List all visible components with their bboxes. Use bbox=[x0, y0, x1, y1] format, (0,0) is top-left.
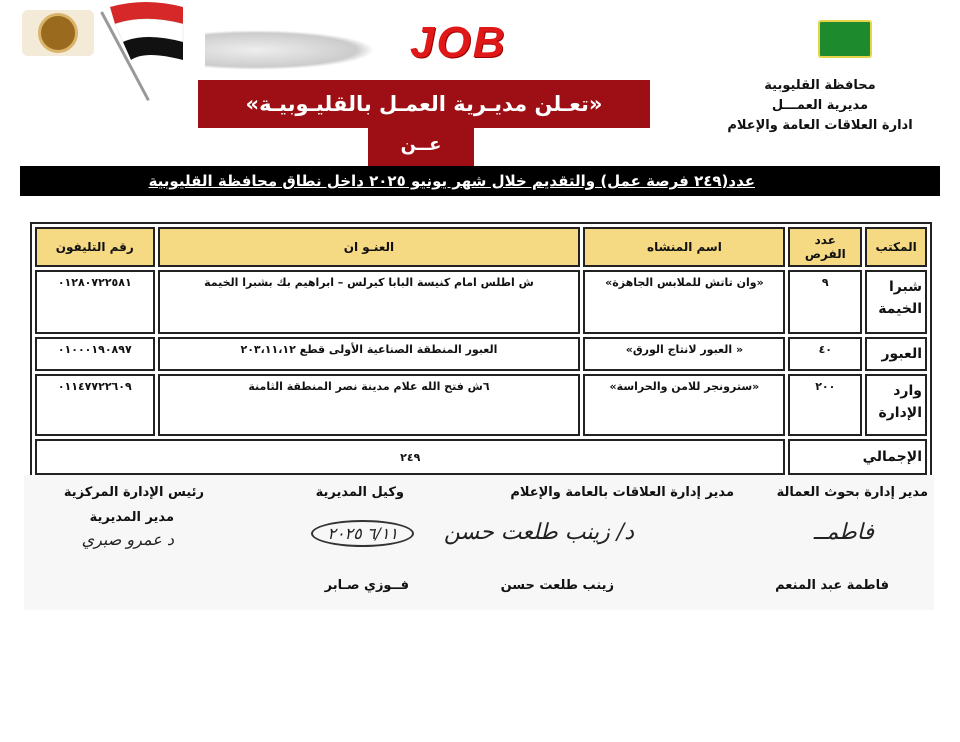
signer-title: رئيس الإدارة المركزية bbox=[63, 485, 204, 500]
org-line: محافظة القليوبية bbox=[764, 78, 876, 93]
count-cell: ٤٠ bbox=[788, 337, 863, 371]
total-label: الإجمالي bbox=[788, 439, 927, 475]
phone-cell: ٠١٢٨٠٧٢٢٥٨١ bbox=[35, 270, 155, 334]
signer-title: مدير إدارة العلاقات بالعامة والإعلام bbox=[510, 485, 734, 500]
org-line: مديرية العمـــل bbox=[771, 98, 869, 113]
address-cell: العبور المنطقة الصناعية الأولى قطع ٢٠٣،١… bbox=[157, 337, 581, 371]
header-phone: رقم التليفون bbox=[35, 227, 155, 267]
establishment-cell: «وان تاتش للملابس الجاهزة» bbox=[583, 270, 786, 334]
establishment-cell: « العبور لانتاج الورق» bbox=[583, 337, 786, 371]
count-cell: ٩ bbox=[788, 270, 863, 334]
signer-title: وكيل المديرية bbox=[315, 485, 404, 500]
header-office: المكتب bbox=[865, 227, 927, 267]
count-cell: ٢٠٠ bbox=[788, 374, 863, 436]
header-count: عدد الفرص bbox=[788, 227, 863, 267]
qalyubia-logo bbox=[818, 20, 872, 58]
office-cell: شبرا الخيمة bbox=[865, 270, 927, 334]
total-value: ٢٤٩ bbox=[35, 439, 786, 475]
jobs-table: المكتب عدد الفرص اسم المنشاه العنـو ان ر… bbox=[30, 222, 932, 480]
office-cell: وارد الإدارة bbox=[865, 374, 927, 436]
phone-cell: ٠١٠٠٠١٩٠٨٩٧ bbox=[35, 337, 155, 371]
phone-cell: ٠١١٤٧٧٢٢٦٠٩ bbox=[35, 374, 155, 436]
banner-subtitle: عــن bbox=[368, 128, 474, 166]
table-header-row: المكتب عدد الفرص اسم المنشاه العنـو ان ر… bbox=[35, 227, 927, 267]
signature-image: فاطمــ bbox=[813, 520, 874, 545]
signer-subtitle: مدير المديرية bbox=[89, 510, 174, 525]
signatures-section: مدير إدارة بحوث العمالة فاطمــ فاطمة عبد… bbox=[24, 475, 934, 610]
signer-title: مدير إدارة بحوث العمالة bbox=[776, 485, 928, 500]
table-row: شبرا الخيمة ٩ «وان تاتش للملابس الجاهزة»… bbox=[35, 270, 927, 334]
address-cell: ٦ش فتح الله علام مدينة نصر المنطقة الثام… bbox=[157, 374, 581, 436]
egypt-emblem-logo bbox=[22, 10, 94, 56]
org-line: ادارة العلاقات العامة والإعلام bbox=[727, 118, 913, 133]
office-cell: العبور bbox=[865, 337, 927, 371]
total-row: الإجمالي ٢٤٩ bbox=[35, 439, 927, 475]
organization-block: محافظة القليوبية مديرية العمـــل ادارة ا… bbox=[710, 76, 930, 136]
banner-title: «تعـلن مديـرية العمـل بالقليـوبيـة» bbox=[198, 80, 650, 128]
signer-name: فاطمة عبد المنعم bbox=[775, 578, 889, 593]
announcement-bar: عدد(٢٤٩ فرصة عمل) والتقديم خلال شهر يوني… bbox=[20, 166, 940, 196]
signer-name: فــوزي صـابر bbox=[324, 578, 409, 593]
header-address: العنـو ان bbox=[157, 227, 581, 267]
signer-name: زينب طلعت حسن bbox=[500, 578, 614, 593]
egypt-flag-icon bbox=[110, 2, 184, 60]
computer-mouse-image bbox=[205, 30, 375, 70]
establishment-cell: «سترونجر للامن والحراسة» bbox=[583, 374, 786, 436]
table-row: وارد الإدارة ٢٠٠ «سترونجر للامن والحراسة… bbox=[35, 374, 927, 436]
table-row: العبور ٤٠ « العبور لانتاج الورق» العبور … bbox=[35, 337, 927, 371]
address-cell: ش اطلس امام كنيسة البابا كيرلس – ابراهيم… bbox=[157, 270, 581, 334]
signature-image: د/ زينب طلعت حسن bbox=[443, 520, 634, 545]
job-logo: JOB bbox=[410, 18, 507, 67]
signature-image: ٦/١١ ٢٠٢٥ bbox=[311, 520, 414, 547]
header-establishment: اسم المنشاه bbox=[583, 227, 786, 267]
signature-image: د عمرو صبري bbox=[81, 530, 174, 549]
